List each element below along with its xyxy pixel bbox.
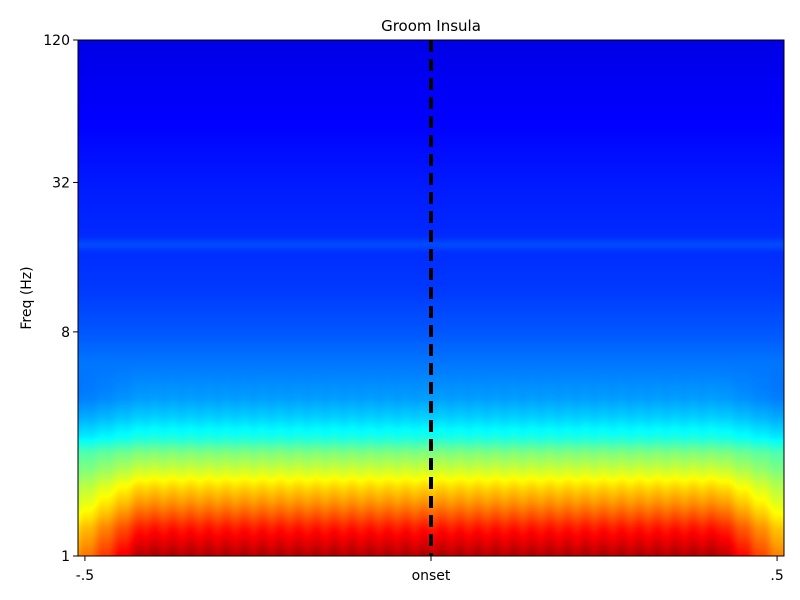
- y-tick-label: 32: [52, 175, 70, 191]
- y-tick-label: 120: [43, 33, 70, 49]
- x-tick-label: onset: [412, 568, 451, 584]
- y-tick-label: 8: [61, 325, 70, 341]
- y-axis-label: Freq (Hz): [19, 266, 35, 329]
- chart-title: Groom Insula: [381, 17, 481, 35]
- x-axis: -.5 onset .5: [76, 556, 784, 584]
- x-tick-label: -.5: [76, 568, 94, 584]
- y-axis: 1 8 32 120: [43, 33, 78, 565]
- y-tick-label: 1: [61, 549, 70, 565]
- x-tick-label: .5: [770, 568, 783, 584]
